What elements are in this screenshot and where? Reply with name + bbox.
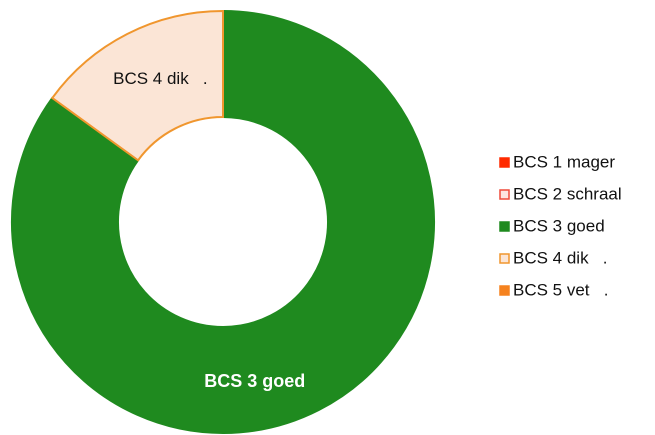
legend-label: BCS 5 vet . [513,280,608,299]
slice-label: BCS 3 goed [204,371,305,391]
legend-label: BCS 1 mager [513,152,615,171]
legend-swatch [499,157,510,168]
legend-swatch [499,221,510,232]
legend-swatch [499,253,510,264]
legend-label: BCS 2 schraal [513,184,622,203]
legend-swatch [499,285,510,296]
donut-slice [50,9,224,162]
legend-swatch [499,189,510,200]
slice-label: BCS 4 dik . [113,69,207,88]
donut-slice [11,9,435,434]
legend-label: BCS 4 dik . [513,248,607,267]
legend-label: BCS 3 goed [513,216,605,235]
